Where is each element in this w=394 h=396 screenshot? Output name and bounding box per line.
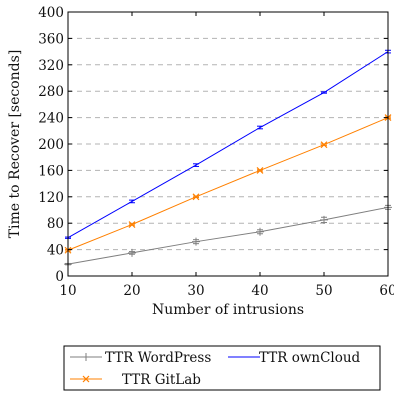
- legend-box: [63, 345, 381, 391]
- y-tick-label: 160: [38, 163, 64, 179]
- y-tick-label: 120: [38, 190, 64, 206]
- series-ttr-gitlab: [64, 114, 392, 254]
- y-tick-label: 40: [47, 243, 64, 259]
- series-line-ttr-wordpress: [67, 206, 389, 265]
- data-point-ttr-gitlab: [192, 193, 200, 201]
- x-tick-label: 50: [315, 283, 332, 299]
- y-tick-label: 200: [38, 137, 64, 153]
- x-axis-label: Number of intrusions: [152, 302, 304, 318]
- x-tick-label: 40: [251, 283, 268, 299]
- data-point-ttr-gitlab: [128, 221, 136, 228]
- legend-entry-ttr-owncloud: TTR ownCloud: [228, 350, 361, 366]
- x-tick-label: 20: [123, 283, 140, 299]
- legend-entry-ttr-wordpress: TTR WordPress: [70, 350, 211, 366]
- y-tick-label: 360: [38, 31, 64, 47]
- legend-label: TTR WordPress: [105, 350, 211, 366]
- y-tick-label: 320: [38, 58, 64, 74]
- series-line-ttr-owncloud: [67, 51, 389, 239]
- y-tick-label: 0: [55, 269, 64, 285]
- legend-label: TTR GitLab: [122, 372, 201, 388]
- y-tick-label: 80: [47, 216, 64, 232]
- series-ttr-wordpress: [64, 203, 392, 269]
- grid: [68, 37, 388, 251]
- y-tick-label: 400: [38, 5, 64, 21]
- y-axis-label: Time to Recover [seconds]: [7, 50, 23, 239]
- legend-marker: [82, 375, 90, 383]
- x-tick-label: 30: [187, 283, 204, 299]
- x-tick-label: 10: [59, 283, 76, 299]
- x-tick-label: 60: [379, 283, 394, 299]
- legend-entry-ttr-gitlab: TTR GitLab: [70, 372, 201, 388]
- series-layer: [64, 49, 392, 269]
- ticks: 0 40 80 120 160 200 240 280 320 360 400 10 20 30 40 50 6…: [38, 5, 394, 299]
- legend-label: TTR ownCloud: [259, 350, 361, 366]
- series-line-ttr-gitlab: [67, 117, 389, 251]
- legend: TTR WordPress TTR ownCloud TTR GitLab: [63, 345, 381, 391]
- data-point-ttr-gitlab: [256, 166, 264, 174]
- data-point-ttr-gitlab: [320, 141, 328, 149]
- y-tick-label: 240: [38, 111, 64, 127]
- y-tick-label: 280: [38, 84, 64, 100]
